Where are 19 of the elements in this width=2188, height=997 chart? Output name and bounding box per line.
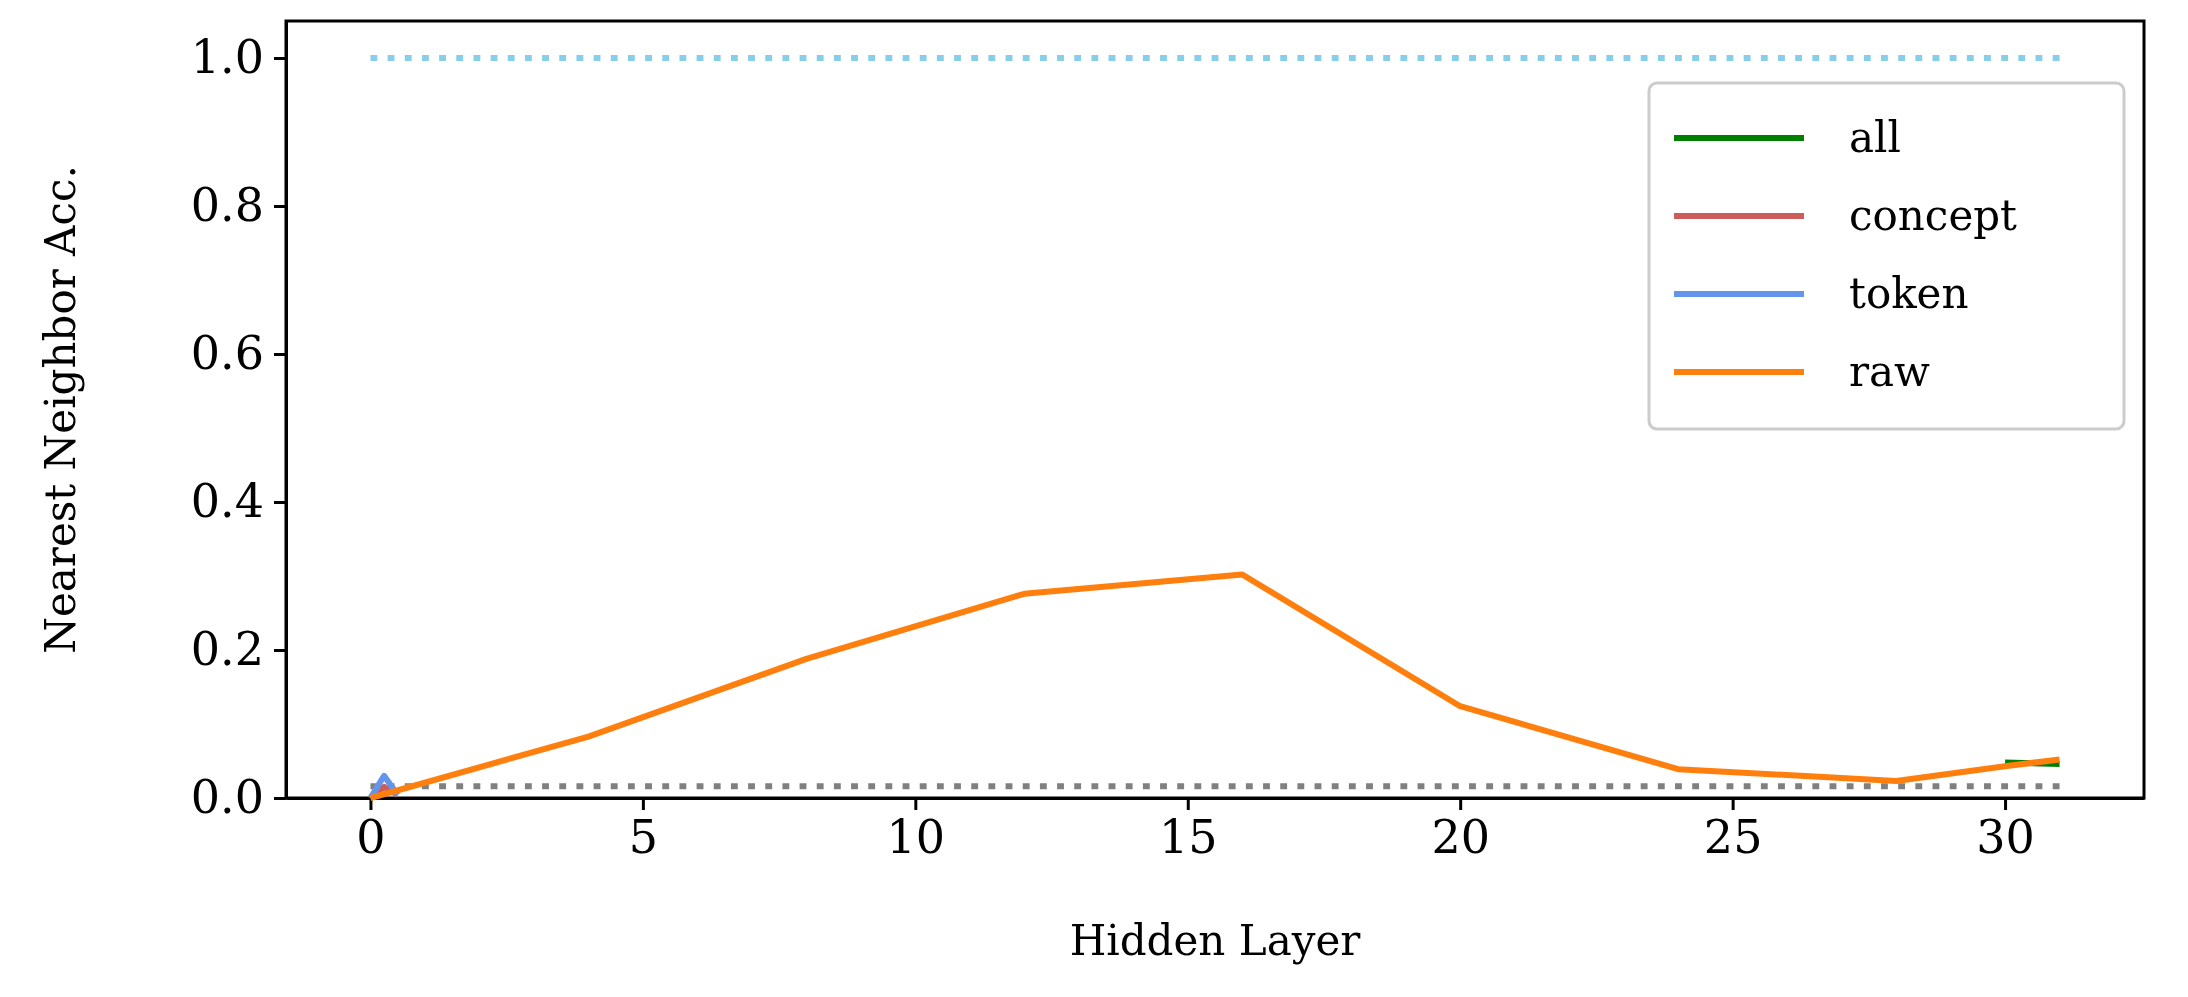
y-tick-label: 0.6 — [190, 326, 264, 381]
legend-label: all — [1849, 113, 1901, 162]
y-tick-label: 1.0 — [190, 30, 264, 85]
x-tick-label: 10 — [886, 809, 946, 864]
x-tick-label: 25 — [1703, 809, 1763, 864]
x-tick-label: 5 — [628, 809, 659, 864]
legend-label: concept — [1849, 191, 2018, 240]
y-tick-label: 0.4 — [190, 474, 264, 529]
y-tick-label: 0.0 — [190, 770, 264, 825]
y-tick-label: 0.2 — [190, 622, 264, 677]
x-axis-title: Hidden Layer — [1069, 916, 1362, 965]
legend-label: raw — [1849, 347, 1931, 396]
x-tick-label: 0 — [356, 809, 386, 864]
x-tick-label: 20 — [1431, 809, 1490, 864]
y-tick-label: 0.8 — [190, 178, 264, 233]
legend-label: token — [1849, 269, 1969, 318]
y-axis-title: Nearest Neighbor Acc. — [36, 165, 85, 654]
x-tick-label: 30 — [1976, 809, 2035, 864]
x-tick-label: 15 — [1158, 809, 1218, 864]
